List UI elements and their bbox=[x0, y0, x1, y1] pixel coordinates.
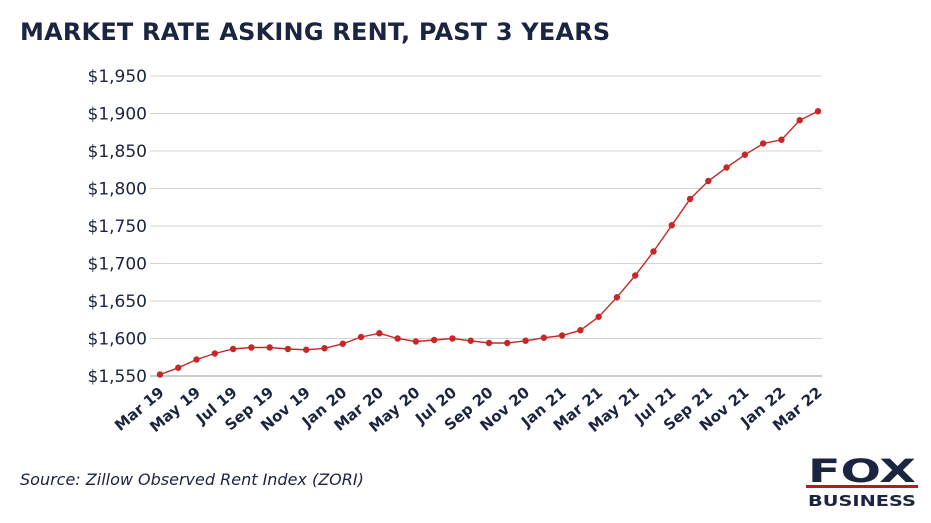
data-point bbox=[540, 334, 548, 341]
data-point bbox=[650, 248, 657, 255]
gridlines bbox=[150, 75, 822, 377]
data-point bbox=[376, 330, 383, 337]
data-point bbox=[303, 346, 310, 353]
y-tick-label: $1,650 bbox=[88, 292, 147, 312]
data-point bbox=[266, 344, 273, 351]
data-point bbox=[778, 136, 785, 143]
data-point bbox=[430, 336, 438, 344]
data-point bbox=[412, 338, 420, 345]
y-tick-label: $1,900 bbox=[88, 105, 147, 125]
data-point bbox=[394, 335, 401, 342]
y-tick-label: $1,800 bbox=[88, 180, 147, 200]
data-point bbox=[577, 327, 584, 334]
data-point bbox=[175, 364, 182, 371]
data-point bbox=[248, 344, 255, 351]
data-point bbox=[229, 345, 237, 353]
data-point bbox=[357, 333, 365, 341]
y-tick-label: $1,550 bbox=[88, 367, 147, 387]
data-point bbox=[193, 356, 200, 363]
line-chart: $1,550 $1,600 $1,650 $1,700 $1,750 $1,800 $1,8… bbox=[88, 67, 826, 436]
data-point bbox=[156, 371, 164, 378]
data-point bbox=[705, 177, 712, 185]
y-tick-label: $1,750 bbox=[88, 217, 147, 237]
data-point bbox=[595, 313, 602, 320]
y-axis-tick-labels: $1,550 $1,600 $1,650 $1,700 $1,750 $1,800 $1,8… bbox=[88, 67, 147, 387]
data-point bbox=[668, 222, 675, 229]
logo-secondary-text: BUSINESS bbox=[808, 492, 916, 508]
source-note: Source: Zillow Observed Rent Index (ZORI… bbox=[20, 470, 364, 489]
data-point bbox=[814, 108, 822, 115]
chart-title: MARKET RATE ASKING RENT, PAST 3 YEARS bbox=[20, 18, 611, 46]
data-point bbox=[485, 339, 493, 347]
data-point bbox=[522, 337, 529, 344]
data-point bbox=[686, 195, 694, 203]
data-point bbox=[796, 117, 803, 124]
data-point bbox=[504, 339, 511, 347]
data-point bbox=[613, 294, 621, 301]
logo-accent-bar bbox=[806, 485, 918, 488]
data-point bbox=[741, 151, 749, 158]
y-tick-label: $1,850 bbox=[88, 142, 147, 162]
data-point bbox=[558, 332, 566, 339]
y-tick-label: $1,700 bbox=[88, 255, 147, 275]
data-point bbox=[284, 345, 292, 353]
data-point bbox=[467, 337, 474, 344]
data-point bbox=[449, 335, 456, 342]
data-point bbox=[632, 272, 639, 279]
data-point bbox=[211, 350, 219, 357]
logo-primary-text: FOX bbox=[808, 452, 916, 490]
data-point bbox=[339, 340, 346, 347]
data-point bbox=[759, 140, 767, 147]
data-point bbox=[321, 345, 328, 352]
fox-business-logo: FOX BUSINESS bbox=[806, 452, 918, 508]
y-tick-label: $1,600 bbox=[88, 330, 147, 350]
data-point bbox=[723, 164, 730, 171]
y-tick-label: $1,950 bbox=[88, 67, 147, 87]
series-points bbox=[156, 108, 822, 378]
